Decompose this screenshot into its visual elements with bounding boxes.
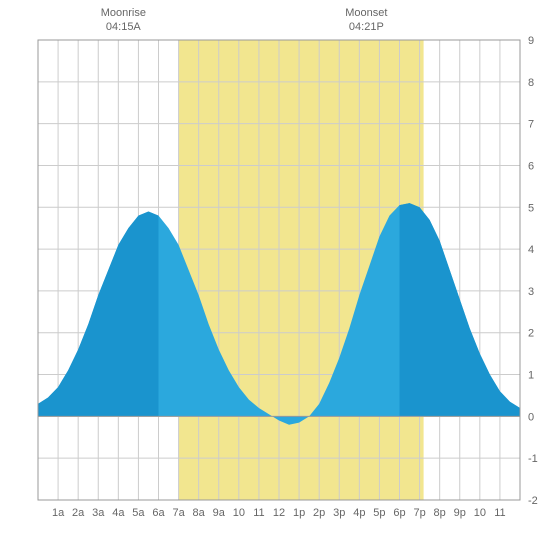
- x-tick-label: 5p: [373, 507, 385, 519]
- y-tick-label: -1: [528, 453, 538, 465]
- x-tick-label: 1p: [293, 507, 305, 519]
- x-tick-label: 10: [474, 507, 486, 519]
- tide-chart: -2-101234567891a2a3a4a5a6a7a8a9a1011121p…: [0, 0, 550, 550]
- x-tick-label: 8p: [434, 507, 446, 519]
- y-tick-label: 2: [528, 328, 534, 340]
- x-tick-label: 1a: [52, 507, 65, 519]
- y-tick-label: 8: [528, 77, 534, 89]
- x-tick-label: 6p: [393, 507, 405, 519]
- x-tick-label: 7p: [413, 507, 425, 519]
- x-tick-label: 9a: [213, 507, 226, 519]
- x-tick-label: 2p: [313, 507, 325, 519]
- y-tick-label: 1: [528, 370, 534, 382]
- y-tick-label: 0: [528, 411, 534, 423]
- y-tick-label: 7: [528, 119, 534, 131]
- annotation-title: Moonrise: [101, 7, 146, 19]
- x-tick-label: 5a: [132, 507, 145, 519]
- chart-svg: -2-101234567891a2a3a4a5a6a7a8a9a1011121p…: [0, 0, 550, 550]
- x-tick-label: 6a: [152, 507, 165, 519]
- x-tick-label: 12: [273, 507, 285, 519]
- annotation-time: 04:21P: [349, 21, 384, 33]
- x-tick-label: 11: [253, 507, 264, 519]
- x-tick-label: 3p: [333, 507, 345, 519]
- x-tick-label: 10: [233, 507, 245, 519]
- y-tick-label: 4: [528, 244, 534, 256]
- y-tick-label: 5: [528, 202, 534, 214]
- x-tick-label: 9p: [454, 507, 466, 519]
- y-tick-label: 9: [528, 35, 534, 47]
- x-tick-label: 11: [494, 507, 505, 519]
- annotation-title: Moonset: [345, 7, 387, 19]
- y-tick-label: 6: [528, 160, 534, 172]
- y-tick-label: 3: [528, 286, 534, 298]
- y-tick-label: -2: [528, 495, 538, 507]
- x-tick-label: 4a: [112, 507, 125, 519]
- x-tick-label: 8a: [193, 507, 206, 519]
- annotation-time: 04:15A: [106, 21, 142, 33]
- x-tick-label: 7a: [172, 507, 185, 519]
- x-tick-label: 4p: [353, 507, 365, 519]
- x-tick-label: 2a: [72, 507, 85, 519]
- x-tick-label: 3a: [92, 507, 105, 519]
